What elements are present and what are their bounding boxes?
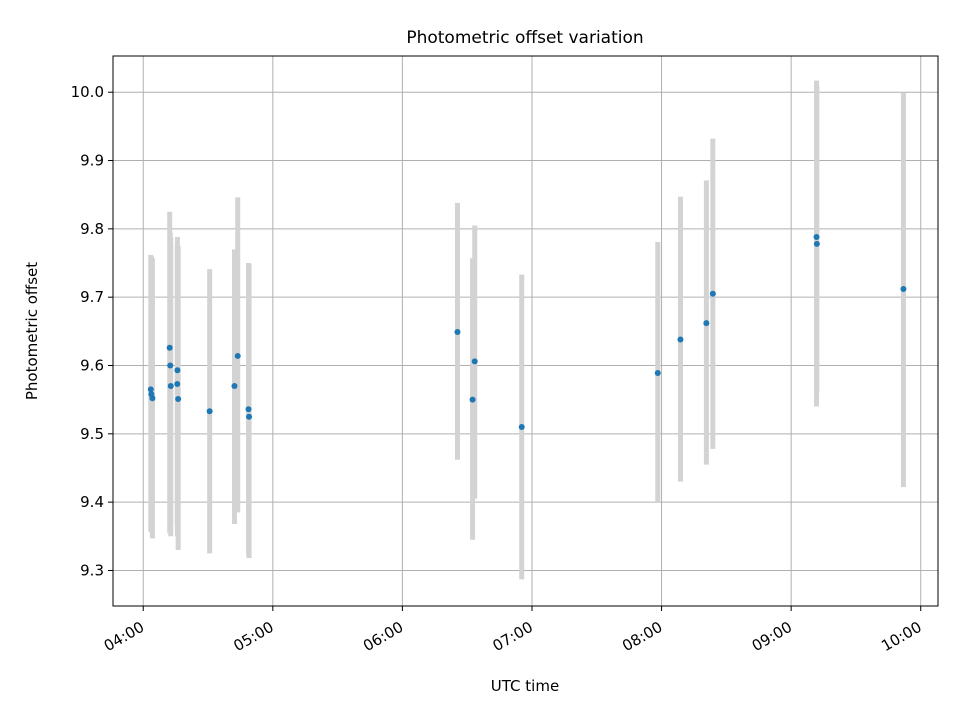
data-point bbox=[231, 383, 238, 389]
data-point bbox=[900, 285, 907, 292]
y-tick-label: 9.5 bbox=[80, 425, 104, 443]
chart-title: Photometric offset variation bbox=[406, 28, 643, 48]
y-tick-label: 9.9 bbox=[80, 152, 104, 170]
data-point bbox=[703, 320, 710, 327]
data-point bbox=[234, 352, 241, 359]
data-point bbox=[471, 358, 478, 365]
data-point bbox=[245, 406, 252, 413]
data-point bbox=[709, 290, 716, 297]
data-point bbox=[174, 367, 181, 374]
data-point bbox=[469, 396, 476, 403]
data-point bbox=[167, 383, 174, 389]
data-point bbox=[813, 234, 820, 241]
data-point bbox=[454, 329, 461, 336]
data-point bbox=[166, 344, 173, 351]
data-points bbox=[147, 234, 907, 430]
data-point bbox=[175, 395, 182, 402]
y-axis-ticks: 9.3 9.4 9.5 9.6 9.7 9.8 9.9 10.0 bbox=[71, 83, 113, 579]
y-tick-label: 9.4 bbox=[80, 493, 104, 511]
data-point bbox=[654, 370, 661, 377]
data-point bbox=[174, 380, 181, 387]
data-point bbox=[677, 336, 684, 343]
data-point bbox=[518, 423, 525, 430]
data-point bbox=[167, 362, 174, 369]
data-point bbox=[147, 386, 154, 393]
data-point bbox=[813, 240, 820, 247]
grid-lines bbox=[113, 56, 938, 606]
data-point bbox=[246, 413, 253, 420]
plot-frame bbox=[112, 55, 939, 607]
y-tick-label: 9.3 bbox=[80, 561, 104, 579]
data-point bbox=[149, 395, 156, 402]
y-tick-label: 9.6 bbox=[80, 357, 104, 375]
y-tick-label: 9.7 bbox=[80, 288, 104, 306]
y-axis-label: Photometric offset bbox=[23, 262, 41, 400]
y-tick-label: 10.0 bbox=[71, 83, 104, 101]
y-tick-label: 9.8 bbox=[80, 220, 104, 238]
x-axis-label: UTC time bbox=[491, 677, 559, 695]
data-point bbox=[206, 408, 213, 415]
